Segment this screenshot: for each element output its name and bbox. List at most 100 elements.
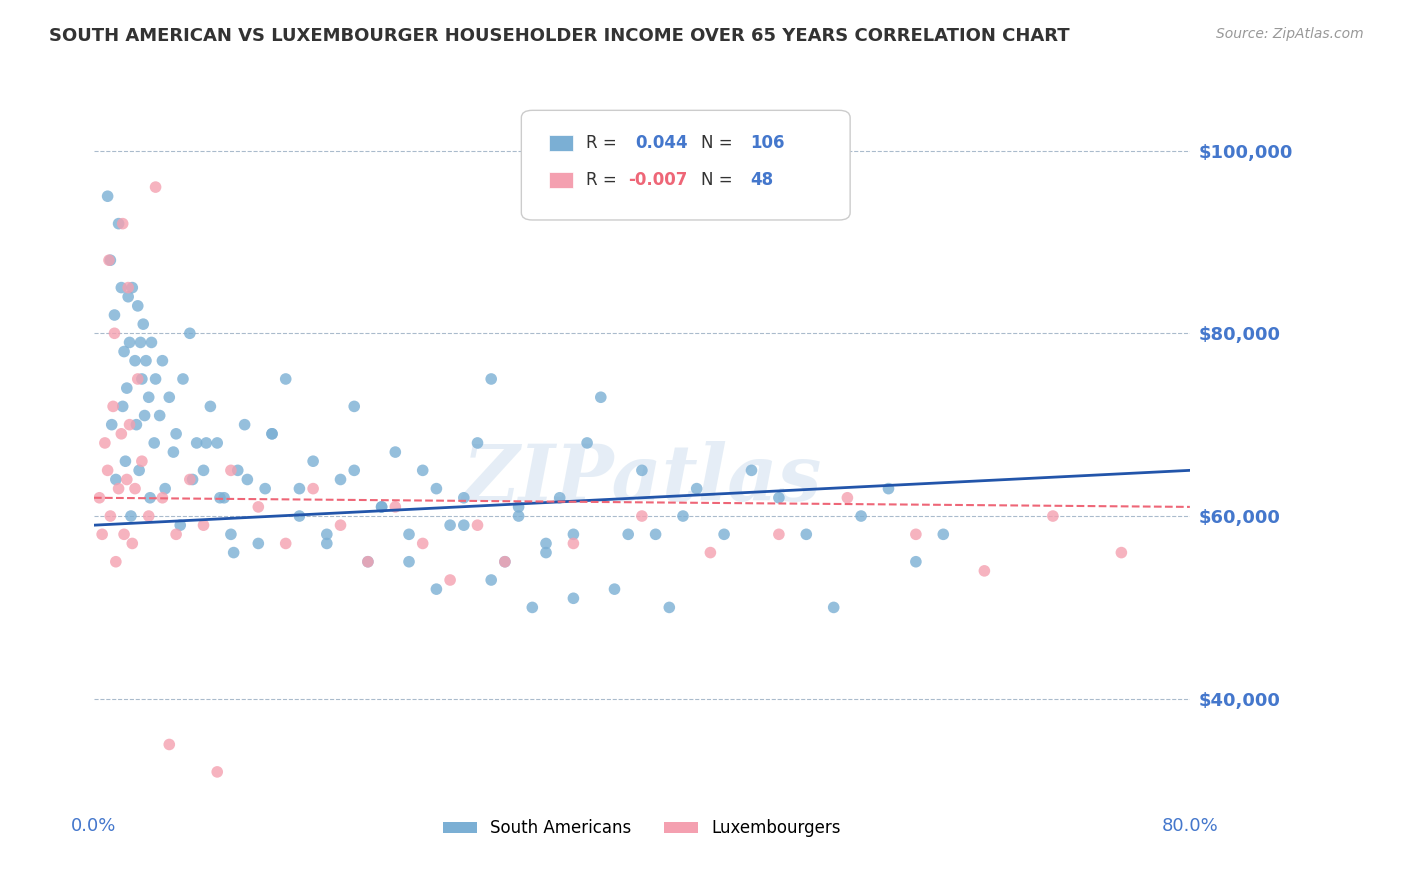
Point [768,491,790,505]
Point [89,491,111,505]
Point [247,500,270,514]
Point [129,335,152,350]
FancyBboxPatch shape [548,136,572,152]
Point [644,527,666,541]
Point [412,536,434,550]
Point [145,180,167,194]
Point [152,353,174,368]
Point [631,509,654,524]
Point [274,536,297,550]
Point [186,436,208,450]
Point [172,372,194,386]
Point [98,509,121,524]
Point [904,527,927,541]
Point [562,591,585,606]
Point [205,764,228,779]
Point [111,217,134,231]
Point [226,463,249,477]
Point [115,473,138,487]
Point [111,400,134,414]
Text: -0.007: -0.007 [627,170,688,189]
Point [479,372,502,386]
Point [103,308,125,322]
Point [522,600,544,615]
Point [453,518,475,533]
Point [315,527,337,541]
Text: R =: R = [586,170,621,189]
Point [110,426,132,441]
Point [110,280,132,294]
FancyBboxPatch shape [522,111,851,220]
Point [439,573,461,587]
Point [849,509,872,524]
Point [200,400,222,414]
Point [125,417,148,432]
Text: 106: 106 [751,134,785,153]
Point [274,372,297,386]
Point [107,217,129,231]
Point [165,527,187,541]
Text: Source: ZipAtlas.com: Source: ZipAtlas.com [1216,27,1364,41]
Point [384,500,406,514]
Point [152,491,174,505]
Point [149,409,172,423]
Point [439,518,461,533]
Point [179,326,201,341]
Point [169,518,191,533]
Point [302,454,325,468]
Point [562,527,585,541]
Point [494,555,516,569]
Text: 48: 48 [751,170,773,189]
Point [603,582,626,596]
Point [260,426,283,441]
Point [127,372,149,386]
Point [114,454,136,468]
Point [548,491,571,505]
Point [508,500,530,514]
FancyBboxPatch shape [548,172,572,188]
Point [425,582,447,596]
Point [107,482,129,496]
Point [98,253,121,268]
Point [260,426,283,441]
Point [713,527,735,541]
Point [534,536,557,550]
Point [508,509,530,524]
Point [357,555,380,569]
Point [247,536,270,550]
Point [425,482,447,496]
Point [412,463,434,477]
Point [153,482,176,496]
Point [904,555,927,569]
Point [131,454,153,468]
Point [254,482,277,496]
Point [138,509,160,524]
Point [112,527,135,541]
Point [479,573,502,587]
Point [219,463,242,477]
Point [118,335,141,350]
Point [124,482,146,496]
Point [398,555,420,569]
Point [384,445,406,459]
Point [794,527,817,541]
Point [562,536,585,550]
Point [193,518,215,533]
Point [97,463,120,477]
Point [343,463,366,477]
Point [145,372,167,386]
Point [768,527,790,541]
Legend: South Americans, Luxembourgers: South Americans, Luxembourgers [436,813,848,844]
Point [973,564,995,578]
Point [117,290,139,304]
Point [128,463,150,477]
Point [91,527,114,541]
Point [288,509,311,524]
Point [370,500,392,514]
Point [236,473,259,487]
Point [127,299,149,313]
Point [329,518,352,533]
Text: N =: N = [702,170,738,189]
Point [589,390,612,404]
Point [467,436,489,450]
